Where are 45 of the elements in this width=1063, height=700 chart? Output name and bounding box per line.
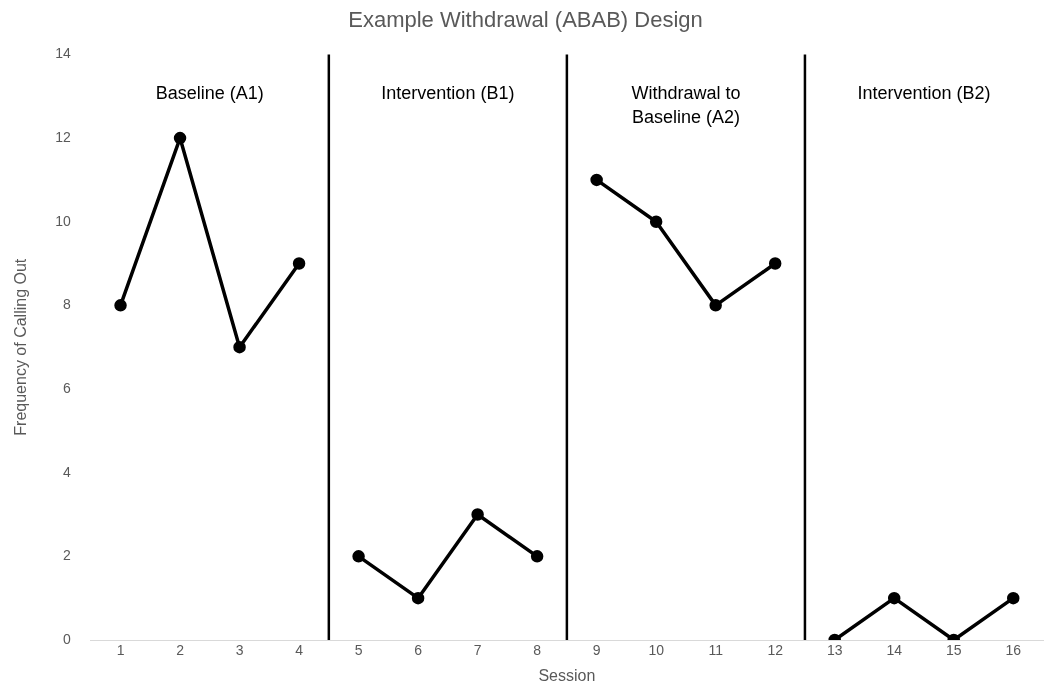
- x-tick-label: 10: [648, 642, 665, 659]
- x-tick-label: 13: [826, 642, 843, 659]
- x-tick-label: 5: [354, 642, 363, 659]
- x-axis-title: Session: [538, 666, 596, 684]
- point: [1006, 591, 1020, 605]
- point: [649, 215, 663, 228]
- y-tick-label: 12: [55, 128, 71, 145]
- x-tick-label: 12: [767, 642, 784, 659]
- x-tick-label: 16: [1005, 642, 1022, 659]
- x-tick-label: 4: [295, 642, 304, 659]
- point: [114, 299, 127, 312]
- x-tick-label: 1: [116, 642, 125, 659]
- point: [471, 508, 484, 521]
- point: [173, 131, 187, 145]
- point: [887, 591, 901, 605]
- x-tick-label: 2: [176, 642, 185, 659]
- point: [233, 340, 246, 354]
- point: [768, 257, 782, 270]
- annotation: Baseline (A1): [155, 83, 264, 104]
- annotation: Withdrawal to Baseline (A2): [631, 83, 741, 128]
- point: [292, 257, 306, 270]
- y-tick-label: 0: [62, 630, 71, 647]
- annotation: Intervention (B2): [857, 83, 991, 104]
- y-tick-label: 8: [62, 296, 71, 313]
- y-tick-label: 6: [62, 379, 71, 396]
- x-tick-label: 7: [473, 642, 482, 659]
- chart-title: Example Withdrawal (ABAB) Design: [348, 7, 703, 33]
- y-tick-label: 10: [55, 212, 71, 229]
- x-tick-label: 15: [945, 642, 962, 659]
- x-tick-label: 8: [533, 642, 542, 659]
- x-tick-label: 3: [235, 642, 244, 659]
- y-tick-label: 4: [62, 463, 71, 480]
- y-tick-label: 14: [55, 45, 71, 62]
- point: [709, 299, 722, 312]
- y-tick-label: 2: [62, 547, 71, 564]
- y-axis-title: Frequency of Calling Out: [12, 258, 30, 436]
- x-tick-label: 6: [414, 642, 423, 659]
- x-tick-label: 11: [708, 642, 724, 659]
- annotation: Intervention (B1): [381, 83, 515, 104]
- point: [352, 550, 365, 563]
- point: [530, 550, 544, 563]
- x-tick-label: 9: [592, 642, 601, 659]
- x-tick-label: 14: [886, 642, 903, 659]
- point: [411, 591, 425, 605]
- point: [590, 173, 603, 187]
